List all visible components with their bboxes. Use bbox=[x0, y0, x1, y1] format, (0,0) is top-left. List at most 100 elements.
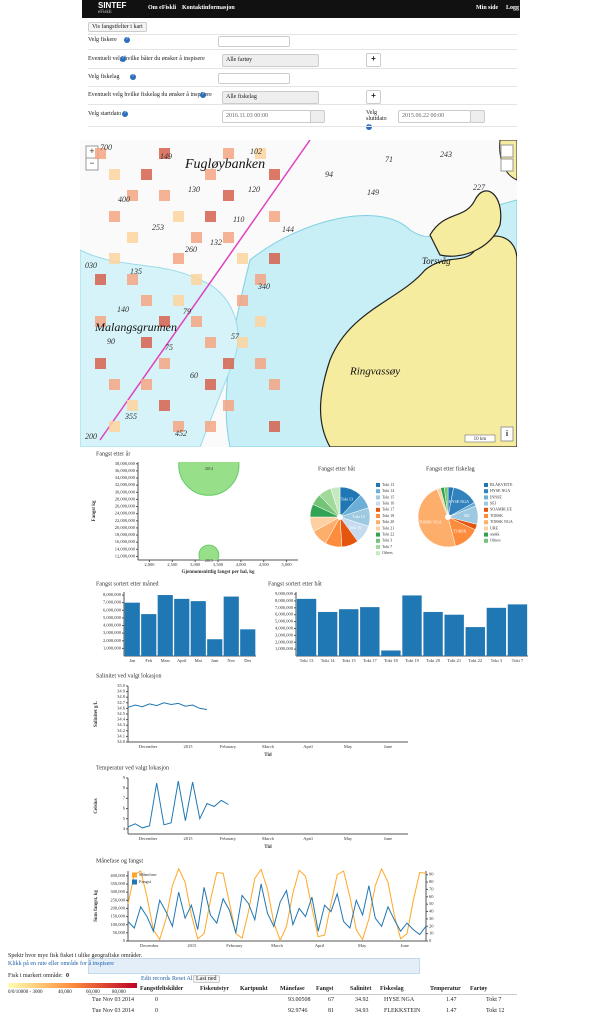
heat-cell[interactable] bbox=[237, 337, 248, 348]
heat-cell[interactable] bbox=[95, 316, 106, 327]
bar[interactable] bbox=[381, 650, 401, 656]
text-input[interactable] bbox=[218, 36, 290, 47]
bar[interactable] bbox=[486, 607, 507, 656]
zoom-out[interactable]: − bbox=[89, 158, 94, 168]
bar[interactable] bbox=[360, 607, 380, 656]
heat-cell[interactable] bbox=[191, 316, 202, 327]
select[interactable]: Alle fartøy bbox=[222, 54, 319, 67]
heat-cell[interactable] bbox=[237, 295, 248, 306]
bar[interactable] bbox=[240, 629, 256, 656]
help-icon[interactable]: ? bbox=[122, 111, 128, 117]
heat-cell[interactable] bbox=[205, 169, 216, 180]
nav-link[interactable]: Min side bbox=[476, 5, 499, 11]
heat-cell[interactable] bbox=[141, 169, 152, 180]
bar[interactable] bbox=[317, 611, 338, 656]
heat-cell[interactable] bbox=[223, 148, 234, 159]
heat-cell[interactable] bbox=[173, 211, 184, 222]
add-button[interactable]: + bbox=[366, 90, 381, 104]
heat-cell[interactable] bbox=[205, 379, 216, 390]
help-icon[interactable]: ? bbox=[130, 74, 136, 80]
heat-cell[interactable] bbox=[127, 400, 138, 411]
heat-cell[interactable] bbox=[159, 358, 170, 369]
date-input[interactable]: 2015.06.22 00:00 bbox=[398, 110, 471, 123]
heat-cell[interactable] bbox=[255, 274, 266, 285]
map[interactable]: Fugløybanken Malangsgrunnen Ringvassøy Tors… bbox=[80, 140, 517, 447]
bar[interactable] bbox=[207, 639, 223, 656]
heat-cell[interactable] bbox=[109, 169, 120, 180]
link[interactable]: Reset All bbox=[172, 976, 195, 982]
heat-cell[interactable] bbox=[223, 190, 234, 201]
heat-cell[interactable] bbox=[173, 295, 184, 306]
bar[interactable] bbox=[190, 601, 206, 656]
heat-cell[interactable] bbox=[159, 316, 170, 327]
nav-link[interactable]: Kontaktinformasjon bbox=[182, 5, 235, 11]
heat-cell[interactable] bbox=[109, 211, 120, 222]
heat-cell[interactable] bbox=[223, 232, 234, 243]
download-button[interactable]: Last ned bbox=[193, 975, 220, 983]
bar[interactable] bbox=[465, 627, 485, 656]
heat-cell[interactable] bbox=[159, 400, 170, 411]
heat-cell[interactable] bbox=[223, 358, 234, 369]
heat-cell[interactable] bbox=[127, 190, 138, 201]
bar[interactable] bbox=[141, 614, 157, 656]
heat-cell[interactable] bbox=[205, 421, 216, 432]
bar[interactable] bbox=[296, 598, 317, 656]
heat-cell[interactable] bbox=[255, 148, 266, 159]
heat-cell[interactable] bbox=[269, 253, 280, 264]
heat-cell[interactable] bbox=[255, 316, 266, 327]
link[interactable]: Edit records bbox=[141, 976, 171, 982]
bar[interactable] bbox=[423, 611, 443, 656]
heat-cell[interactable] bbox=[141, 337, 152, 348]
heat-cell[interactable] bbox=[173, 253, 184, 264]
heat-cell[interactable] bbox=[127, 274, 138, 285]
heat-cell[interactable] bbox=[205, 337, 216, 348]
fullscreen-button[interactable] bbox=[500, 144, 514, 158]
heat-cell[interactable] bbox=[127, 232, 138, 243]
info-icon[interactable]: i bbox=[506, 429, 509, 438]
heat-cell[interactable] bbox=[109, 379, 120, 390]
heat-cell[interactable] bbox=[159, 148, 170, 159]
bar[interactable] bbox=[402, 595, 422, 656]
heat-cell[interactable] bbox=[109, 421, 120, 432]
heat-cell[interactable] bbox=[95, 358, 106, 369]
heat-cell[interactable] bbox=[191, 274, 202, 285]
bar[interactable] bbox=[444, 614, 464, 656]
heat-cell[interactable] bbox=[223, 400, 234, 411]
select[interactable]: Alle fiskelag bbox=[222, 91, 319, 104]
heat-cell[interactable] bbox=[237, 253, 248, 264]
heat-cell[interactable] bbox=[255, 358, 266, 369]
calendar-button[interactable] bbox=[310, 110, 325, 123]
help-icon[interactable]: ? bbox=[120, 56, 126, 62]
bar[interactable] bbox=[507, 604, 528, 656]
bar[interactable] bbox=[124, 602, 140, 656]
brand[interactable]: SINTEF bbox=[98, 1, 127, 10]
nav-link[interactable]: Logg ut bbox=[506, 5, 526, 11]
nav-link[interactable]: Om eFiskli bbox=[148, 5, 177, 11]
heat-cell[interactable] bbox=[109, 253, 120, 264]
add-button[interactable]: + bbox=[366, 53, 381, 67]
layer-button[interactable] bbox=[500, 158, 514, 172]
pie-slice[interactable] bbox=[417, 488, 456, 548]
heat-cell[interactable] bbox=[141, 379, 152, 390]
bar[interactable] bbox=[339, 609, 359, 656]
heat-cell[interactable] bbox=[159, 190, 170, 201]
heat-cell[interactable] bbox=[173, 421, 184, 432]
pie-slice[interactable] bbox=[443, 486, 449, 518]
zoom-in[interactable]: + bbox=[89, 146, 94, 156]
heat-cell[interactable] bbox=[95, 274, 106, 285]
calendar-button[interactable] bbox=[470, 110, 485, 123]
show-map-button[interactable]: Vis fangstfelter i kart bbox=[88, 22, 147, 32]
bar[interactable] bbox=[157, 595, 173, 656]
time-brush[interactable] bbox=[88, 958, 420, 974]
bar[interactable] bbox=[223, 596, 239, 656]
heat-cell[interactable] bbox=[95, 148, 106, 159]
bar[interactable] bbox=[174, 598, 190, 656]
help-icon[interactable]: ? bbox=[366, 124, 372, 130]
info-button[interactable] bbox=[500, 426, 514, 442]
text-input[interactable] bbox=[218, 73, 290, 84]
heat-cell[interactable] bbox=[269, 211, 280, 222]
heat-cell[interactable] bbox=[141, 295, 152, 306]
heat-cell[interactable] bbox=[269, 421, 280, 432]
date-input[interactable]: 2016.11.03 00:00 bbox=[222, 110, 312, 123]
help-icon[interactable]: ? bbox=[124, 37, 130, 43]
